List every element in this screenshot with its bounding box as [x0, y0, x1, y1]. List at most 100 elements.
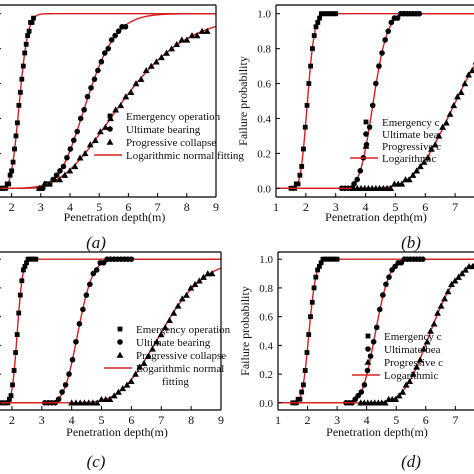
triangle-marker: [423, 338, 431, 345]
circle-marker: [380, 292, 386, 298]
triangle-marker: [127, 88, 135, 95]
circle-marker: [57, 168, 63, 174]
square-marker: [304, 102, 310, 108]
triangle-marker: [450, 101, 458, 109]
triangle-marker: [409, 171, 417, 178]
triangle-marker: [204, 270, 212, 277]
y-axis-label: Failure probability: [236, 56, 250, 146]
triangle-marker: [435, 132, 443, 139]
x-tick-label: 3: [333, 200, 339, 214]
legend-entry-label: Emergency c: [382, 117, 440, 129]
triangle-marker: [96, 128, 104, 135]
x-tick-label: 4: [69, 413, 75, 427]
legend-entry-label: Progressive collapse: [126, 137, 216, 149]
square-marker: [306, 332, 312, 337]
x-tick-label: 5: [393, 413, 399, 427]
triangle-marker: [132, 80, 140, 87]
triangle-marker: [468, 67, 474, 74]
triangle-marker: [157, 331, 165, 338]
y-tick-label: 1.0: [257, 9, 271, 21]
circle-marker: [93, 267, 100, 273]
y-tick-label: 0.8: [257, 44, 271, 56]
circle-marker: [69, 356, 76, 363]
circle-marker: [91, 76, 98, 82]
triangle-marker: [402, 381, 410, 388]
triangle-marker: [183, 36, 191, 43]
square-marker: [107, 113, 113, 119]
square-marker: [13, 350, 19, 355]
triangle-marker: [81, 399, 88, 406]
plot-area: [276, 10, 474, 192]
square-marker: [299, 389, 305, 395]
square-marker: [20, 63, 26, 69]
square-marker: [7, 172, 13, 178]
legend-entry-label: Progressive c: [384, 357, 443, 369]
triangle-marker: [195, 277, 203, 284]
circle-marker: [357, 168, 364, 174]
triangle-marker: [76, 154, 84, 161]
plot-area: [0, 256, 221, 406]
triangle-marker: [106, 138, 114, 145]
square-marker: [313, 274, 319, 280]
triangle-marker: [448, 280, 455, 288]
circle-marker: [416, 10, 423, 17]
circle-marker: [83, 292, 90, 298]
triangle-marker: [387, 184, 395, 191]
legend-entry-label: Progressive c: [382, 141, 441, 153]
square-marker: [10, 382, 15, 388]
square-marker: [7, 396, 12, 402]
chart-panel-d: 1 2 3 4 5 6 7 0.0 0.2 0.4 0.6 0.8 1.0 Penetration dep…: [238, 251, 474, 471]
x-tick-label: 2: [9, 200, 15, 214]
circle-marker: [376, 306, 383, 313]
legend-entry-label: Emergency operation: [126, 111, 221, 123]
circle-marker: [117, 339, 123, 345]
square-marker: [24, 260, 29, 266]
square-marker: [22, 50, 28, 56]
triangle-marker: [395, 392, 403, 399]
square-marker: [19, 278, 25, 284]
triangle-marker: [444, 288, 452, 295]
circle-marker: [363, 131, 369, 137]
triangle-marker: [446, 110, 454, 117]
square-marker: [311, 285, 317, 291]
y-tick-label: 0.4: [257, 113, 271, 125]
triangle-marker: [430, 320, 438, 327]
square-marker: [6, 181, 12, 187]
circle-marker: [55, 396, 62, 403]
square-marker: [365, 333, 371, 339]
triangle-marker: [392, 395, 400, 402]
x-tick-label: 1: [275, 413, 281, 427]
circle-marker: [100, 259, 107, 266]
panel-caption: (d): [401, 452, 421, 471]
circle-marker: [73, 338, 79, 345]
plot-area: [0, 13, 216, 192]
triangle-marker: [461, 80, 469, 87]
triangle-marker: [413, 167, 421, 174]
circle-marker: [361, 382, 368, 388]
triangle-marker: [110, 392, 118, 399]
triangle-marker: [66, 167, 74, 174]
triangle-marker: [68, 399, 76, 406]
chart-panel-c: 2 3 4 5 6 7 8 9 Penetration depth(m) (c) Emergency…: [0, 251, 231, 471]
triangle-marker: [173, 40, 181, 47]
x-tick-label: 2: [305, 413, 311, 427]
triangle-marker: [364, 358, 372, 365]
circle-marker: [370, 338, 377, 345]
panel-caption: (c): [87, 452, 106, 471]
y-tick-label: 0.0: [257, 183, 271, 195]
triangle-marker: [81, 149, 89, 157]
triangle-marker: [198, 27, 206, 34]
triangle-marker: [71, 163, 79, 170]
circle-marker: [354, 176, 360, 183]
y-tick-label: 0.6: [259, 312, 273, 324]
circle-marker: [369, 102, 376, 109]
square-marker: [308, 63, 314, 69]
triangle-marker: [398, 180, 406, 187]
x-tick-label: 5: [99, 413, 105, 427]
triangle-marker: [406, 377, 414, 384]
triangle-marker: [203, 27, 211, 34]
triangle-marker: [427, 327, 434, 334]
triangle-marker: [86, 141, 94, 148]
